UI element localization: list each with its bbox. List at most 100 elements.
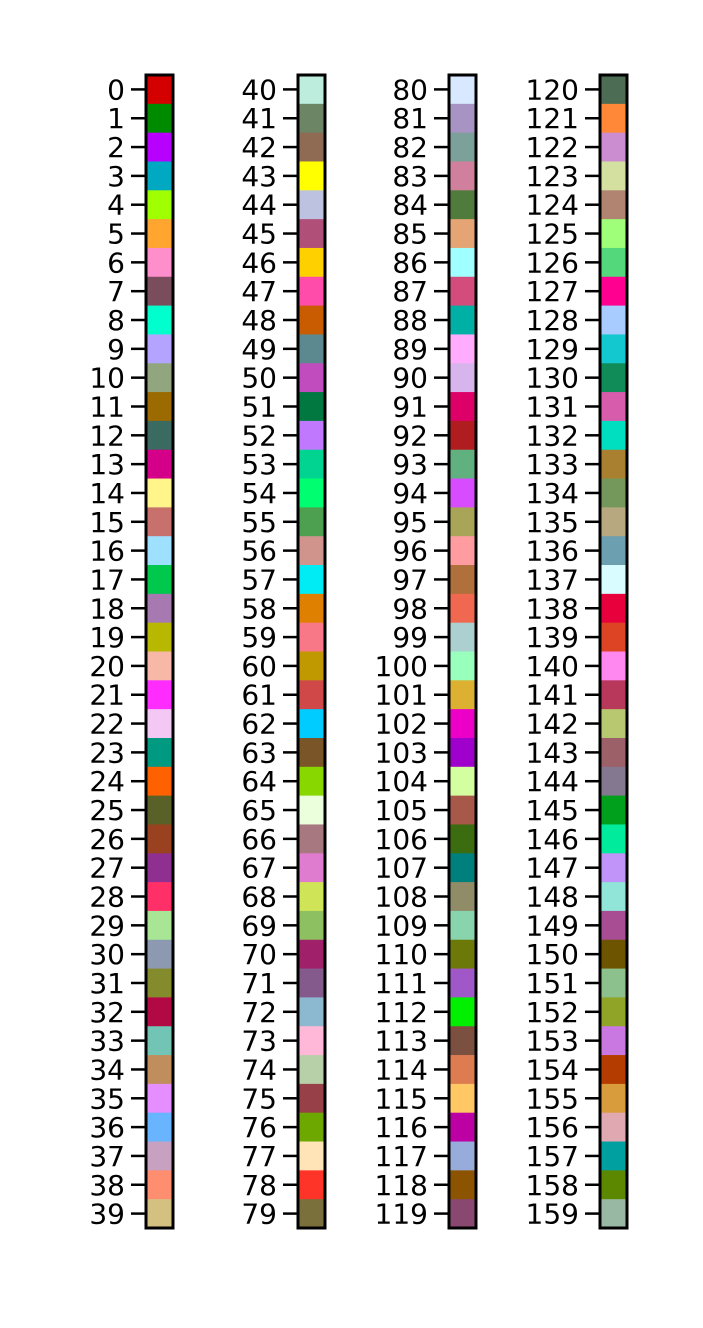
- color-swatch: [449, 247, 476, 278]
- tick-label: 78: [241, 1169, 277, 1202]
- color-swatch: [449, 161, 476, 191]
- color-swatch: [600, 939, 627, 969]
- color-swatch: [146, 247, 173, 278]
- color-swatch: [298, 420, 325, 451]
- color-swatch: [449, 363, 476, 393]
- color-swatch: [146, 1083, 173, 1114]
- tick-label: 83: [392, 160, 428, 193]
- tick-label: 64: [241, 765, 277, 798]
- color-swatch: [600, 1026, 627, 1056]
- tick-label: 127: [526, 275, 579, 308]
- tick-label: 47: [241, 275, 277, 308]
- tick-label: 38: [89, 1169, 125, 1202]
- tick-label: 153: [526, 1025, 579, 1058]
- color-swatch: [146, 997, 173, 1027]
- color-swatch: [600, 1199, 627, 1229]
- color-swatch: [146, 622, 173, 652]
- swatch-column-frame: [296, 73, 327, 1230]
- color-swatch: [600, 853, 627, 883]
- color-swatch: [298, 392, 325, 422]
- tick-label: 131: [526, 390, 579, 423]
- tick-label: 8: [107, 304, 125, 337]
- tick-label: 19: [89, 621, 125, 654]
- swatch-column-3: 1201211221231241251261271281291301311321…: [526, 73, 629, 1231]
- tick-label: 117: [375, 1140, 428, 1173]
- tick-label: 29: [89, 909, 125, 942]
- color-swatch: [146, 593, 173, 624]
- tick-label: 128: [526, 304, 579, 337]
- tick-label: 142: [526, 708, 579, 741]
- color-swatch: [146, 392, 173, 422]
- tick-label: 79: [241, 1198, 277, 1231]
- tick-label: 87: [392, 275, 428, 308]
- tick-label: 45: [241, 218, 277, 251]
- tick-label: 126: [526, 246, 579, 279]
- tick-label: 28: [89, 881, 125, 914]
- color-swatch: [600, 709, 627, 739]
- color-swatch: [146, 478, 173, 508]
- tick-label: 139: [526, 621, 579, 654]
- tick-label: 111: [375, 967, 428, 1000]
- tick-label: 109: [375, 909, 428, 942]
- tick-label: 81: [392, 102, 428, 135]
- tick-label: 20: [89, 650, 125, 683]
- swatch-column-frame: [144, 73, 175, 1230]
- color-swatch: [298, 363, 325, 393]
- tick-label: 113: [375, 1025, 428, 1058]
- color-swatch: [298, 737, 325, 768]
- tick-label: 0: [107, 73, 125, 106]
- color-swatch: [449, 853, 476, 883]
- color-swatch: [449, 824, 476, 854]
- color-swatch: [600, 622, 627, 652]
- tick-label: 55: [241, 506, 277, 539]
- color-swatch: [298, 1083, 325, 1114]
- tick-label: 1: [107, 102, 125, 135]
- color-swatch: [146, 507, 173, 537]
- tick-label: 32: [89, 996, 125, 1029]
- tick-label: 48: [241, 304, 277, 337]
- color-swatch: [600, 507, 627, 537]
- color-swatch: [146, 1170, 173, 1200]
- tick-label: 130: [526, 362, 579, 395]
- color-swatch: [298, 276, 325, 306]
- tick-label: 10: [89, 362, 125, 395]
- color-swatch: [298, 593, 325, 624]
- color-swatch: [600, 910, 627, 941]
- tick-label: 5: [107, 218, 125, 251]
- color-swatch: [298, 795, 325, 825]
- color-swatch: [146, 305, 173, 335]
- color-swatch: [449, 795, 476, 825]
- tick-label: 43: [241, 160, 277, 193]
- tick-label: 53: [241, 448, 277, 481]
- tick-label: 115: [375, 1082, 428, 1115]
- color-swatch: [298, 1112, 325, 1142]
- tick-label: 13: [89, 448, 125, 481]
- color-swatch: [146, 449, 173, 479]
- tick-label: 147: [526, 852, 579, 885]
- tick-label: 50: [241, 362, 277, 395]
- color-swatch: [449, 997, 476, 1027]
- color-swatch: [449, 536, 476, 566]
- color-swatch: [146, 1199, 173, 1229]
- tick-label: 12: [89, 419, 125, 452]
- tick-label: 134: [526, 477, 579, 510]
- color-swatch: [600, 392, 627, 422]
- tick-label: 102: [375, 708, 428, 741]
- tick-label: 41: [241, 102, 277, 135]
- color-swatch: [146, 680, 173, 710]
- color-swatch: [449, 766, 476, 797]
- color-swatch: [600, 363, 627, 393]
- tick-label: 57: [241, 563, 277, 596]
- color-swatch: [146, 219, 173, 249]
- swatch-column-frame: [447, 73, 478, 1230]
- color-swatch: [600, 103, 627, 134]
- tick-label: 107: [375, 852, 428, 885]
- tick-label: 62: [241, 708, 277, 741]
- tick-label: 133: [526, 448, 579, 481]
- tick-label: 125: [526, 218, 579, 251]
- tick-label: 14: [89, 477, 125, 510]
- color-swatch: [449, 939, 476, 969]
- swatch-column-1: 4041424344454647484950515253545556575859…: [241, 73, 327, 1231]
- color-swatch: [146, 968, 173, 998]
- tick-label: 54: [241, 477, 277, 510]
